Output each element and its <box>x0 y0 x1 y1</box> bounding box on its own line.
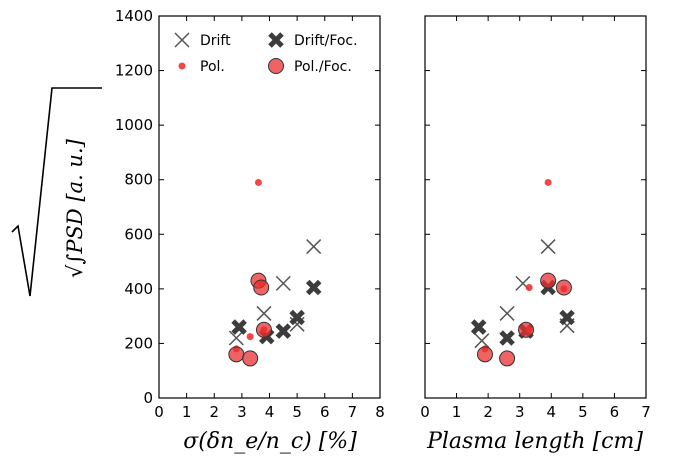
right-drift-point-stroke-b <box>499 305 515 321</box>
right-x-tick-label: 4 <box>547 403 557 421</box>
right-data-marks <box>470 178 575 367</box>
left-x-axis-label: σ(δn_e/n_c) [%] <box>183 429 357 454</box>
right-drift-point <box>499 305 515 321</box>
legend-label: Drift <box>200 33 231 49</box>
right-pol-foc-point <box>540 272 557 289</box>
right-plot-area <box>424 15 647 399</box>
left-drift-foc-point-stroke-b <box>305 279 322 296</box>
left-x-tick-label: 0 <box>154 403 164 421</box>
right-x-tick-label: 3 <box>515 403 525 421</box>
left-pol-foc-point <box>228 346 245 363</box>
right-panel: 0 1 2 3 4 5 6 7 Plasma length [cm] <box>420 15 651 454</box>
left-drift-foc-point <box>275 323 292 339</box>
legend-drift-foc-marker-stroke-b <box>268 32 284 48</box>
right-drift-point <box>474 333 490 349</box>
left-pol-foc-point <box>255 321 272 338</box>
left-y-tick-label: 0 <box>143 389 153 407</box>
left-drift-foc-point-stroke-b <box>275 323 292 339</box>
right-x-tick-label: 0 <box>420 403 430 421</box>
legend-item: Drift/Foc. <box>268 32 358 49</box>
legend-item: Drift <box>174 32 231 49</box>
y-axis-label: √∫PSD [a. u.] <box>11 87 102 297</box>
right-drift-point <box>540 239 556 255</box>
left-y-tick-label: 200 <box>124 334 153 352</box>
left-drift-point <box>275 275 291 291</box>
right-drift-point-stroke-b <box>474 333 490 349</box>
left-x-tick-label: 7 <box>348 403 358 421</box>
legend-label: Pol. <box>200 59 225 75</box>
left-drift-point <box>256 305 272 321</box>
legend: Drift Drift/Foc. Pol. Pol./Foc. <box>174 32 358 75</box>
right-x-tick-label: 5 <box>578 403 588 421</box>
left-x-tick-label: 8 <box>375 403 385 421</box>
left-y-tick-label: 1200 <box>115 62 153 80</box>
right-x-tick-label: 7 <box>641 403 651 421</box>
left-y-tick-label: 800 <box>124 171 153 189</box>
left-drift-point-stroke-b <box>306 239 322 255</box>
left-drift-foc-point-stroke-b <box>289 309 305 326</box>
left-x-tick-label: 1 <box>182 403 192 421</box>
right-x-axis-label: Plasma length [cm] <box>426 429 643 454</box>
left-drift-point-stroke-b <box>275 275 291 291</box>
right-pol-foc-point <box>518 321 535 338</box>
y-axis-label-text: √∫PSD [a. u.] <box>63 138 87 278</box>
legend-label: Drift/Foc. <box>294 33 358 49</box>
right-drift-foc-point-stroke-b <box>499 330 515 346</box>
left-y-tick-label: 600 <box>124 225 153 243</box>
left-drift-point-stroke-b <box>256 305 272 321</box>
right-drift-foc-point <box>470 319 487 335</box>
right-drift-point-stroke-b <box>540 239 556 255</box>
legend-drift-foc-marker <box>268 32 284 48</box>
left-y-tick-label: 400 <box>124 280 153 298</box>
right-drift-foc-point-stroke-b <box>470 319 487 335</box>
left-pol-foc-point <box>253 279 270 296</box>
left-x-tick-label: 6 <box>320 403 330 421</box>
legend-item: Pol./Foc. <box>268 58 352 75</box>
left-x-tick-label: 2 <box>209 403 219 421</box>
left-y-tick-label: 1400 <box>115 7 153 25</box>
right-x-tick-label: 6 <box>610 403 620 421</box>
right-drift-foc-point <box>559 309 575 326</box>
left-drift-foc-point <box>289 309 305 326</box>
left-pol-foc-point <box>242 350 259 367</box>
left-data-marks <box>228 178 322 367</box>
right-axis-ticks: 0 1 2 3 4 5 6 7 <box>420 15 651 421</box>
left-drift-point <box>306 239 322 255</box>
right-drift-foc-point <box>499 330 515 346</box>
left-pol-point <box>246 333 254 341</box>
legend-pol-foc-marker <box>268 58 284 74</box>
legend-drift-marker-stroke-b <box>174 32 190 48</box>
legend-pol-marker <box>178 62 186 70</box>
left-y-tick-label: 1000 <box>115 116 153 134</box>
right-drift-point-stroke-b <box>515 275 531 291</box>
left-x-tick-label: 3 <box>237 403 247 421</box>
left-x-tick-label: 4 <box>265 403 275 421</box>
left-drift-foc-point <box>231 319 247 335</box>
left-pol-point <box>254 178 262 186</box>
right-pol-foc-point <box>555 279 572 296</box>
legend-drift-marker <box>174 32 190 48</box>
right-x-tick-label: 1 <box>452 403 462 421</box>
legend-label: Pol./Foc. <box>294 59 352 75</box>
legend-item: Pol. <box>178 59 225 75</box>
left-drift-foc-point-stroke-b <box>231 319 247 335</box>
right-x-tick-label: 2 <box>483 403 493 421</box>
left-drift-point <box>228 330 244 346</box>
right-axes-frame <box>424 15 647 399</box>
right-pol-point <box>544 178 552 186</box>
left-drift-point-stroke-b <box>228 330 244 346</box>
right-pol-point <box>525 283 533 291</box>
right-pol-foc-point <box>499 350 516 367</box>
sqrt-symbol <box>11 87 102 297</box>
left-x-tick-label: 5 <box>292 403 302 421</box>
left-drift-foc-point <box>305 279 322 296</box>
right-pol-foc-point <box>476 346 493 363</box>
right-drift-foc-point-stroke-b <box>559 309 575 326</box>
